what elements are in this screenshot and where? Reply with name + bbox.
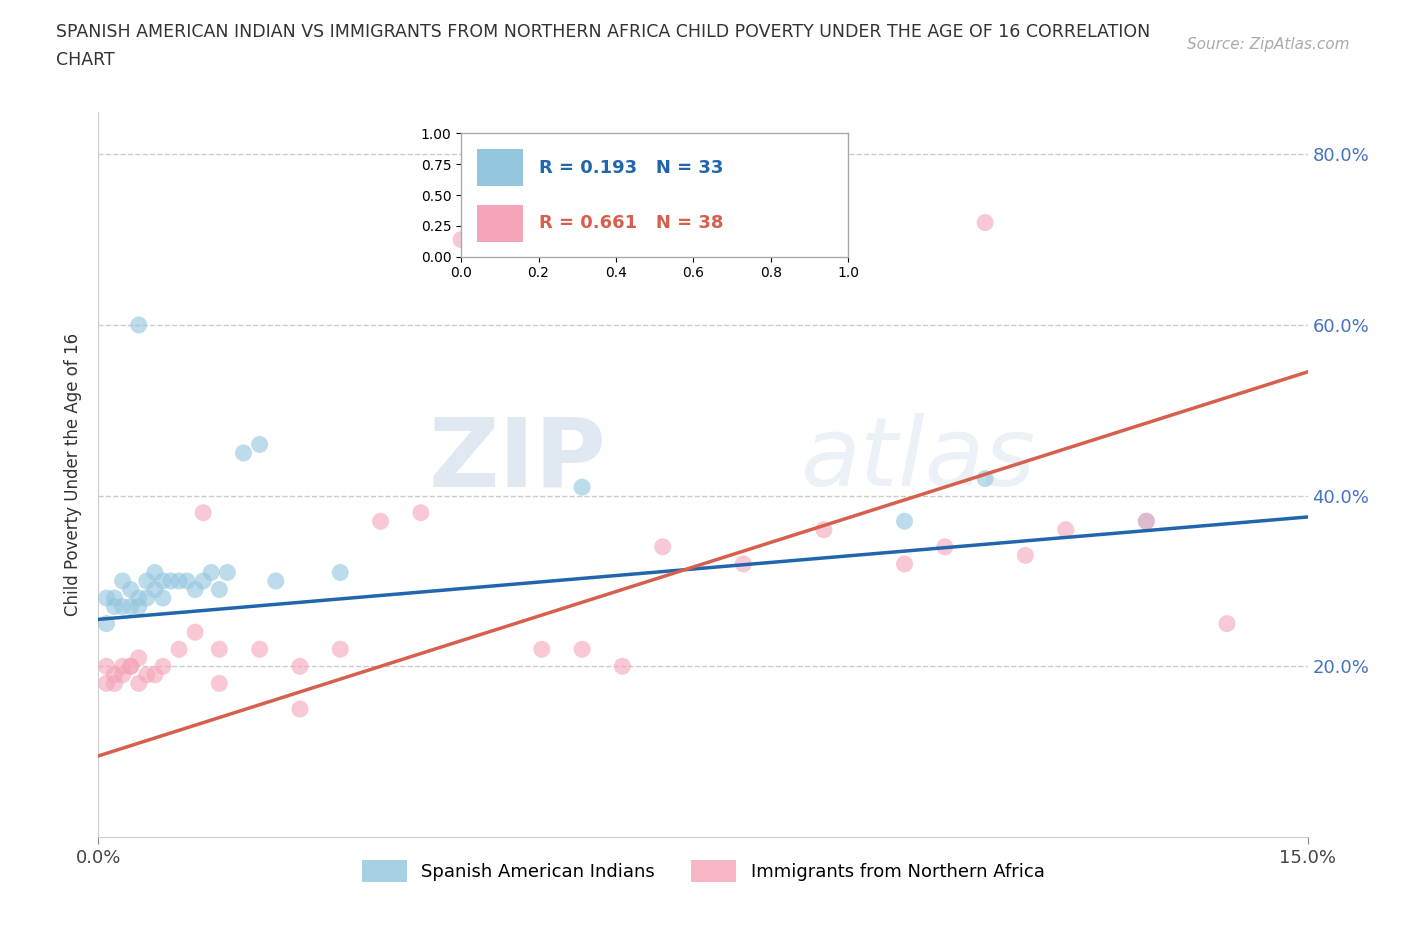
Point — [217, 565, 239, 580]
Point — [329, 642, 352, 657]
Point — [934, 539, 956, 554]
Point — [103, 599, 125, 614]
Point — [733, 556, 755, 571]
Point — [1216, 617, 1239, 631]
Text: atlas: atlas — [800, 413, 1035, 506]
Point — [249, 642, 271, 657]
Point — [152, 574, 174, 589]
Point — [530, 642, 553, 657]
Point — [329, 565, 352, 580]
Point — [208, 582, 231, 597]
Point — [370, 513, 392, 528]
Point — [96, 617, 118, 631]
Point — [176, 574, 198, 589]
Point — [1014, 548, 1036, 563]
Point — [450, 232, 472, 247]
Point — [1135, 513, 1157, 528]
Point — [96, 676, 118, 691]
Point — [974, 215, 997, 230]
Point — [813, 523, 835, 538]
Point — [200, 565, 222, 580]
Point — [152, 591, 174, 605]
Point — [143, 582, 166, 597]
Point — [135, 591, 157, 605]
Point — [208, 676, 231, 691]
Point — [974, 472, 997, 486]
Point — [184, 582, 207, 597]
Point — [128, 317, 150, 332]
Point — [96, 591, 118, 605]
Point — [143, 565, 166, 580]
Point — [571, 642, 593, 657]
Point — [160, 574, 183, 589]
Point — [152, 658, 174, 673]
Point — [193, 505, 215, 520]
Point — [409, 505, 432, 520]
Point — [135, 668, 157, 683]
Point — [103, 668, 125, 683]
Point — [1054, 523, 1077, 538]
Point — [128, 599, 150, 614]
Point — [128, 650, 150, 665]
Point — [120, 599, 142, 614]
Point — [128, 591, 150, 605]
Point — [120, 658, 142, 673]
Point — [103, 591, 125, 605]
Point — [264, 574, 287, 589]
Text: ZIP: ZIP — [429, 413, 606, 506]
Point — [103, 676, 125, 691]
Point — [193, 574, 215, 589]
Text: SPANISH AMERICAN INDIAN VS IMMIGRANTS FROM NORTHERN AFRICA CHILD POVERTY UNDER T: SPANISH AMERICAN INDIAN VS IMMIGRANTS FR… — [56, 23, 1150, 41]
Point — [111, 668, 134, 683]
Point — [111, 658, 134, 673]
Point — [1135, 513, 1157, 528]
Point — [135, 574, 157, 589]
Point — [167, 642, 190, 657]
Point — [120, 658, 142, 673]
Point — [120, 582, 142, 597]
Point — [111, 574, 134, 589]
Point — [249, 437, 271, 452]
Point — [96, 658, 118, 673]
Point — [288, 658, 311, 673]
Point — [288, 701, 311, 716]
Text: Source: ZipAtlas.com: Source: ZipAtlas.com — [1187, 37, 1350, 52]
Legend: Spanish American Indians, Immigrants from Northern Africa: Spanish American Indians, Immigrants fro… — [361, 860, 1045, 883]
Y-axis label: Child Poverty Under the Age of 16: Child Poverty Under the Age of 16 — [65, 333, 83, 616]
Point — [612, 658, 634, 673]
Point — [893, 556, 915, 571]
Point — [571, 480, 593, 495]
Point — [232, 445, 254, 460]
Point — [893, 513, 915, 528]
Point — [167, 574, 190, 589]
Point — [111, 599, 134, 614]
Point — [143, 668, 166, 683]
Point — [184, 625, 207, 640]
Point — [651, 539, 673, 554]
Point — [208, 642, 231, 657]
Text: CHART: CHART — [56, 51, 115, 69]
Point — [128, 676, 150, 691]
